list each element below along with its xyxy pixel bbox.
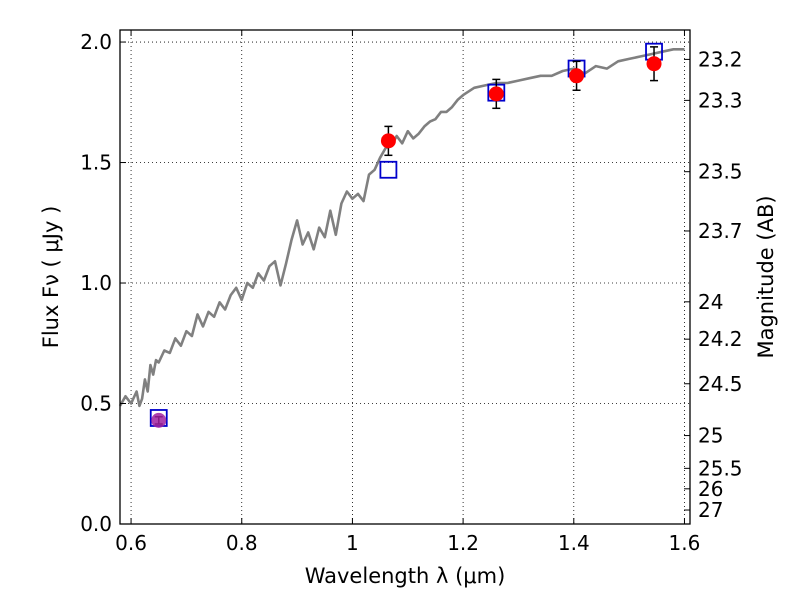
- y-tick-label: 0.0: [80, 512, 112, 536]
- model-sed-line: [118, 47, 685, 408]
- right-tick-label: 23.5: [698, 160, 743, 184]
- right-axis-label: Magnitude (AB): [754, 195, 778, 358]
- x-axis-label: Wavelength λ (μm): [305, 564, 506, 588]
- error-bars: [154, 46, 659, 425]
- observed-point: [380, 133, 396, 149]
- right-tick-label: 27: [698, 498, 723, 522]
- y-axis-label: Flux Fν ( μJy ): [39, 206, 63, 349]
- right-tick-label: 26: [698, 477, 723, 501]
- y-tick-label: 1.0: [80, 271, 112, 295]
- model-square-marker: [379, 160, 398, 179]
- right-tick-label: 23.3: [698, 88, 743, 112]
- y-tick-label: 2.0: [80, 30, 112, 54]
- x-tick-label: 0.8: [226, 531, 258, 555]
- x-tick-label: 1.2: [447, 531, 479, 555]
- right-tick-label: 24.2: [698, 327, 743, 351]
- axis-ticks: [120, 30, 690, 525]
- plot-frame: [119, 29, 691, 525]
- tick-labels: 0.6 0.8 1 1.2 1.4 1.6 0.0 0.5 1.0 1.5 2.0 23.2 23.3 2…: [80, 30, 742, 555]
- observed-point: [646, 56, 662, 72]
- model-photometry-markers: [149, 42, 663, 427]
- y-tick-label: 0.5: [80, 392, 112, 416]
- x-tick-label: 1: [346, 531, 359, 555]
- x-tick-label: 0.6: [115, 531, 147, 555]
- right-tick-label: 24.5: [698, 372, 743, 396]
- observed-point: [151, 412, 167, 428]
- sed-polyline: [118, 47, 685, 408]
- observed-points: [151, 56, 662, 428]
- right-tick-label: 23.2: [698, 47, 743, 71]
- right-tick-label: 24: [698, 290, 723, 314]
- x-tick-label: 1.4: [558, 531, 590, 555]
- right-tick-label: 25.5: [698, 456, 743, 480]
- x-tick-label: 1.6: [669, 531, 701, 555]
- grid-lines: [120, 30, 690, 525]
- y-tick-label: 1.5: [80, 151, 112, 175]
- right-tick-label: 23.7: [698, 219, 743, 243]
- observed-point: [569, 68, 585, 84]
- observed-point: [488, 86, 504, 102]
- right-tick-label: 25: [698, 424, 723, 448]
